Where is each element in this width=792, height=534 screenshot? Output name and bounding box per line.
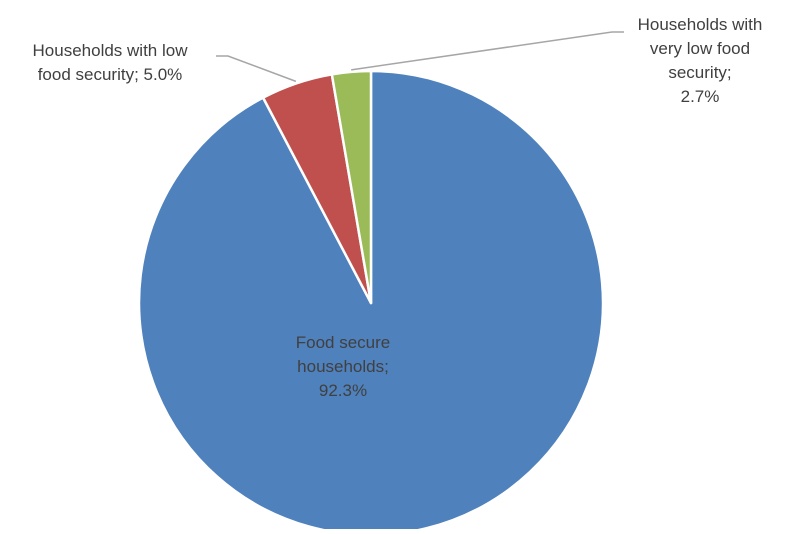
data-label-very-low-food-security: Households with very low food security; 2.7… bbox=[638, 15, 763, 106]
data-label-food-secure: Food secure households; 92.3% bbox=[296, 333, 391, 400]
leader-line-very-low-food-security bbox=[351, 31, 624, 71]
data-label-line: Households with low bbox=[33, 41, 189, 60]
data-label-line: Households with bbox=[638, 15, 763, 34]
pie-slice-very-low-food-security bbox=[330, 69, 373, 305]
data-label-line: very low food bbox=[650, 39, 750, 58]
leader-lines bbox=[216, 31, 624, 83]
data-label-line: 2.7% bbox=[681, 87, 720, 106]
data-label-line: Food secure bbox=[296, 333, 391, 352]
pie-slices bbox=[137, 69, 605, 534]
data-label-line: 92.3% bbox=[319, 381, 367, 400]
data-label-line: security; bbox=[668, 63, 731, 82]
data-label-low-food-security: Households with low food security; 5.0% bbox=[33, 41, 189, 84]
data-label-line: households; bbox=[297, 357, 389, 376]
leader-line-low-food-security bbox=[216, 55, 297, 83]
data-label-line: food security; 5.0% bbox=[38, 65, 183, 84]
data-labels: Food secure households; 92.3% Households wi… bbox=[33, 15, 763, 400]
